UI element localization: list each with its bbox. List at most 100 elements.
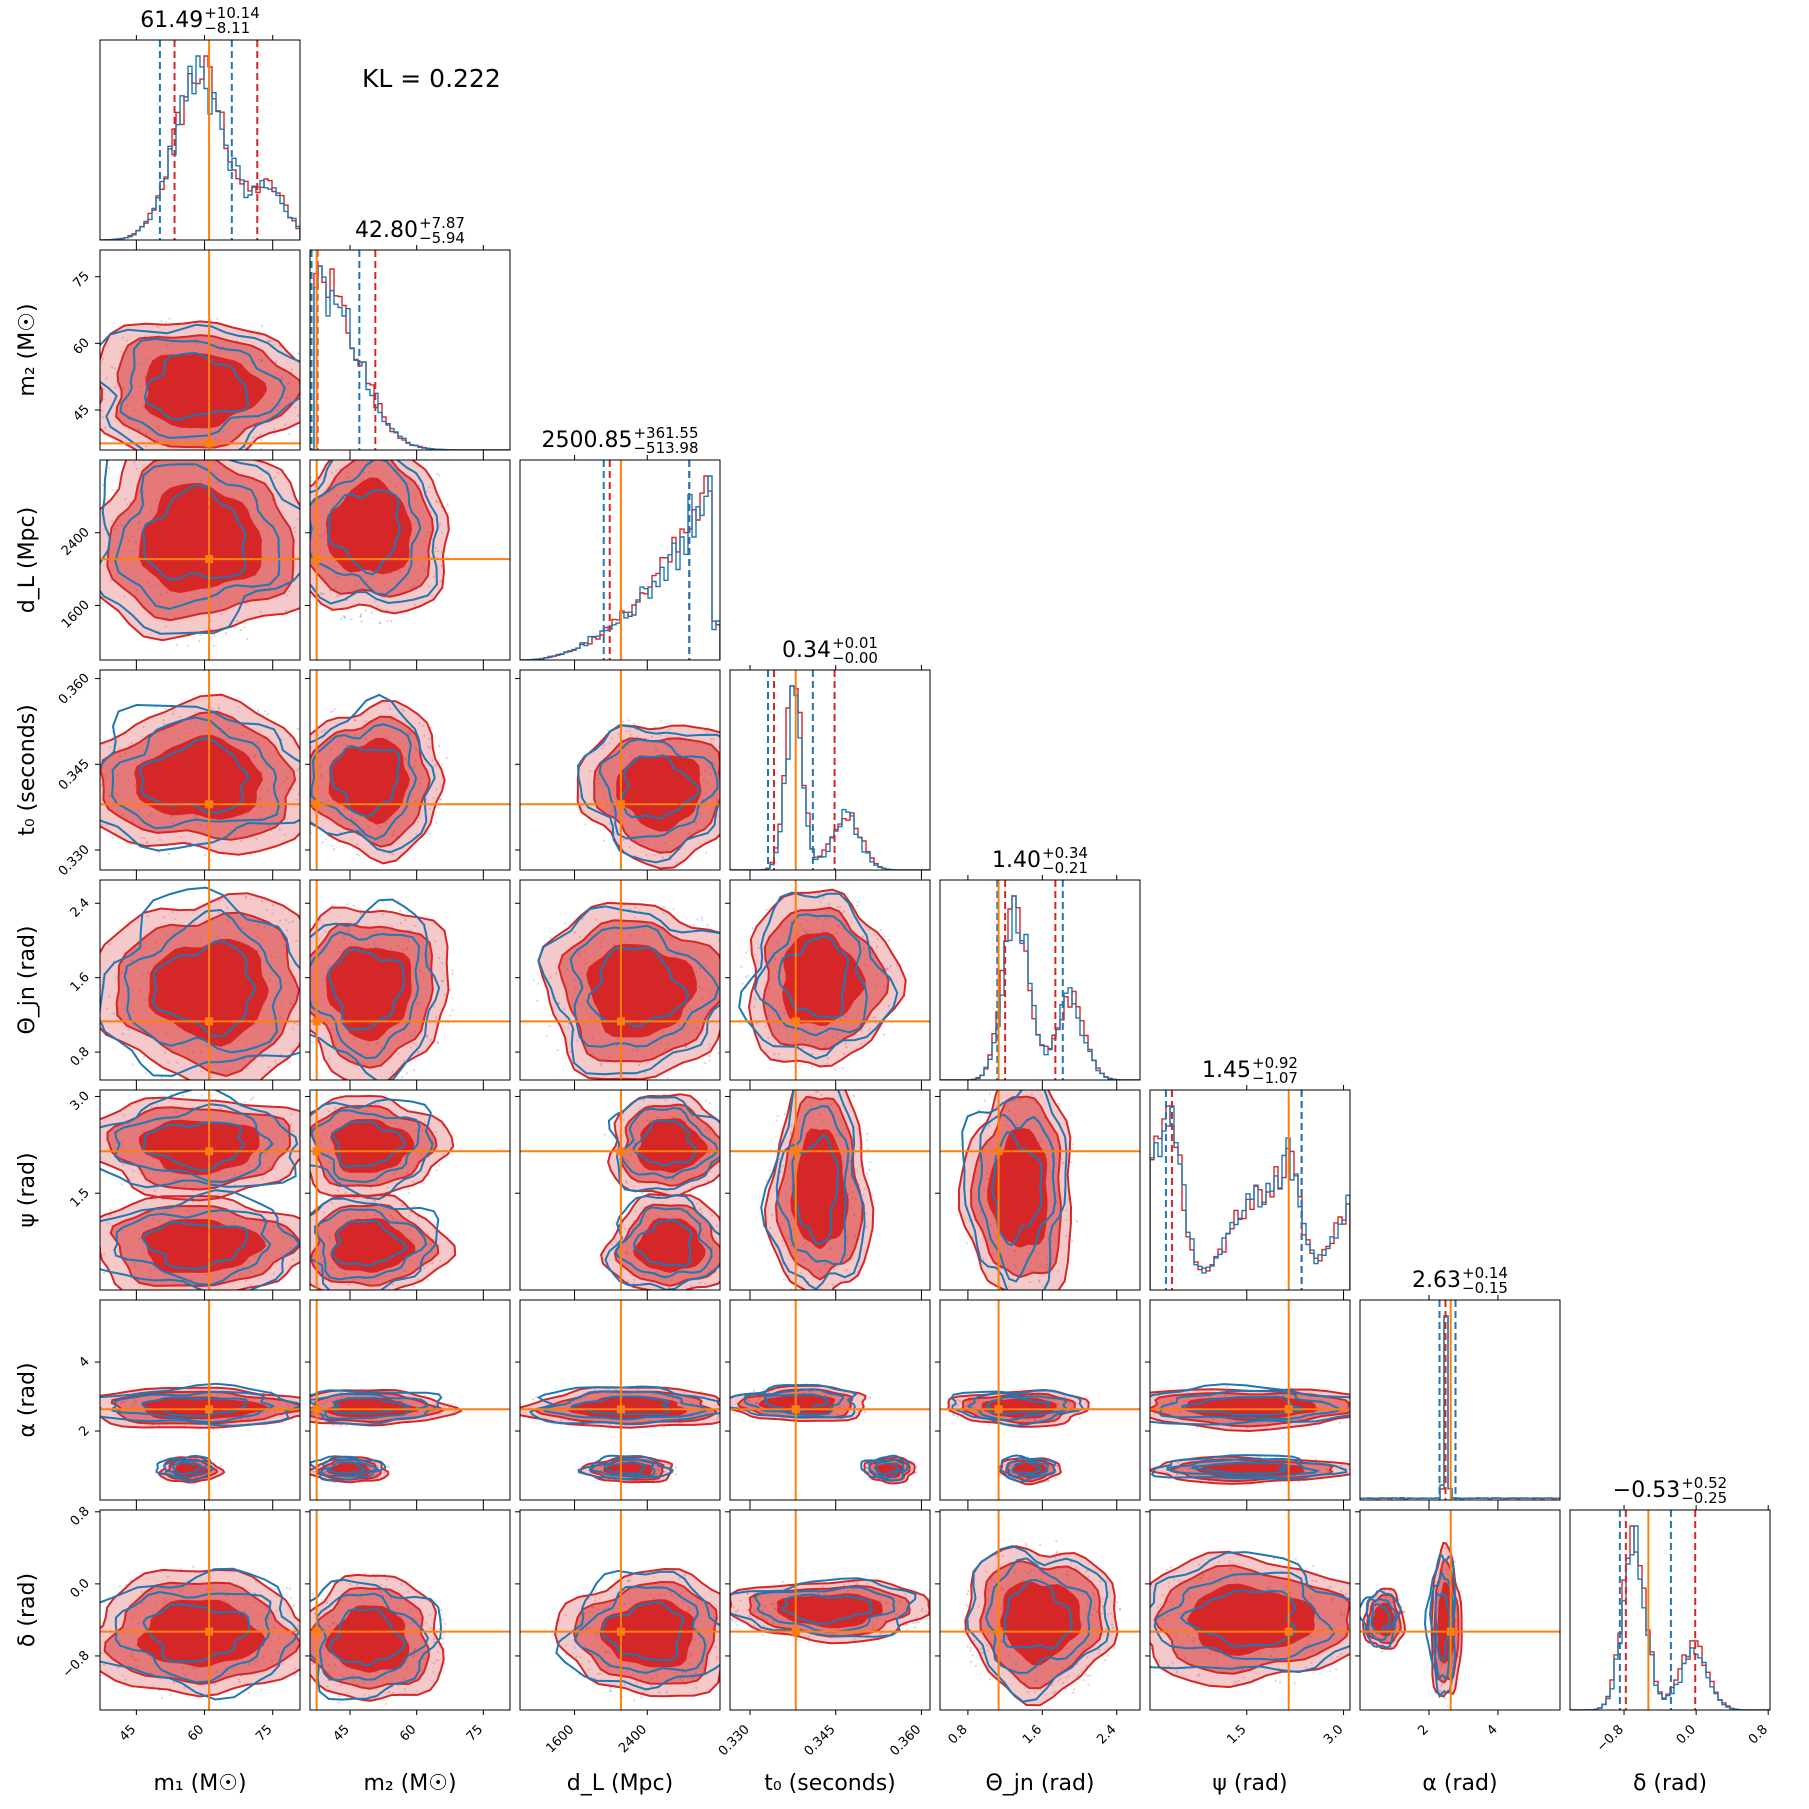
sample-point <box>775 1119 778 1122</box>
sample-point <box>272 904 275 907</box>
sample-point <box>413 1205 416 1208</box>
sample-point <box>815 1090 818 1093</box>
blue-contour-2 <box>331 1120 407 1168</box>
sample-point <box>159 1468 162 1471</box>
sample-point <box>92 1400 94 1402</box>
blue-contour-1 <box>743 1388 845 1416</box>
sample-point <box>181 1094 184 1097</box>
sample-point <box>706 924 709 927</box>
sample-point <box>290 1113 293 1116</box>
sample-point <box>260 900 263 903</box>
sample-point <box>216 1388 219 1391</box>
sample-point <box>163 723 166 726</box>
blue-contour-1 <box>113 1209 272 1286</box>
sample-point <box>400 1076 404 1079</box>
sample-point <box>856 904 859 908</box>
sample-point <box>801 1046 804 1049</box>
sample-point <box>861 935 865 938</box>
panel-frame <box>519 1089 721 1291</box>
sample-point <box>722 979 724 981</box>
blue-histogram-psi <box>1150 1105 1350 1290</box>
sample-point <box>1003 1464 1007 1467</box>
sample-point <box>414 455 416 457</box>
sample-point <box>412 1042 415 1045</box>
truth-marker <box>312 800 321 809</box>
sample-point <box>160 320 163 323</box>
truth-marker <box>312 555 321 564</box>
blue-contour-2 <box>326 1461 367 1475</box>
sample-point <box>223 457 225 459</box>
sample-point <box>156 325 159 328</box>
panel-m1-m1 <box>99 35 301 245</box>
sample-point <box>103 1252 106 1256</box>
sample-point <box>868 1027 871 1030</box>
sample-point <box>127 1028 130 1031</box>
panel-t0-m2 <box>304 665 511 875</box>
sample-point <box>344 1191 347 1194</box>
sample-point <box>623 1227 627 1231</box>
sample-point <box>982 1257 985 1261</box>
sample-point <box>427 1233 430 1236</box>
panel-psi-m1: 1.53.0 <box>68 1085 301 1298</box>
blue-contour-0 <box>738 891 899 1060</box>
sample-point <box>343 616 346 619</box>
sample-point <box>335 469 338 472</box>
sample-point <box>294 530 297 533</box>
sample-point <box>320 592 324 595</box>
sample-point <box>333 848 336 851</box>
sample-point <box>725 1122 727 1124</box>
sample-point <box>305 1027 307 1029</box>
sample-point <box>432 1005 436 1008</box>
sample-point <box>1041 1285 1044 1288</box>
blue-contour-2 <box>632 1119 697 1167</box>
sample-point <box>217 1296 219 1298</box>
sample-point <box>96 355 98 357</box>
sample-point <box>288 1061 291 1064</box>
sample-point <box>803 1085 805 1087</box>
sample-point <box>987 1423 991 1426</box>
panel-theta-m1: 0.81.62.4 <box>68 875 301 1085</box>
sample-point <box>192 1200 195 1203</box>
sample-point <box>353 719 356 722</box>
sample-point <box>440 564 443 568</box>
sample-point <box>554 972 558 975</box>
sample-point <box>304 416 306 418</box>
blue-contour-0 <box>100 886 300 1077</box>
panel-frame <box>939 879 1141 1081</box>
sample-point <box>378 621 381 625</box>
sample-point <box>864 1187 867 1190</box>
sample-point <box>351 457 353 459</box>
sample-point <box>343 616 347 619</box>
sample-point <box>781 1165 784 1168</box>
sample-point <box>971 1235 975 1239</box>
blue-contour-0 <box>100 1382 300 1427</box>
sample-point <box>304 815 306 817</box>
sample-point <box>284 609 287 613</box>
sample-point <box>391 1070 394 1073</box>
blue-contour-0 <box>607 1096 720 1193</box>
blue-contour-0 <box>961 1090 1068 1290</box>
sample-point <box>733 1024 735 1026</box>
sample-point <box>904 1477 907 1480</box>
sample-point <box>180 836 183 839</box>
sample-point <box>400 707 404 710</box>
sample-point <box>717 1415 720 1418</box>
sample-point <box>397 1052 400 1055</box>
sample-point <box>433 764 436 767</box>
sample-point <box>844 1042 847 1045</box>
sample-point <box>734 981 736 983</box>
truth-marker <box>312 1017 321 1026</box>
sample-point <box>622 720 625 724</box>
sample-point <box>835 1074 837 1076</box>
sample-point <box>418 722 421 725</box>
sample-point <box>111 488 114 491</box>
sample-point <box>558 1002 561 1005</box>
sample-point <box>736 1011 738 1013</box>
panel-frame <box>99 879 301 1081</box>
sample-point <box>111 836 114 839</box>
sample-point <box>437 501 440 504</box>
sample-point <box>220 613 223 616</box>
sample-point <box>1175 1472 1178 1475</box>
truth-marker <box>205 555 214 564</box>
sample-point <box>203 447 206 450</box>
